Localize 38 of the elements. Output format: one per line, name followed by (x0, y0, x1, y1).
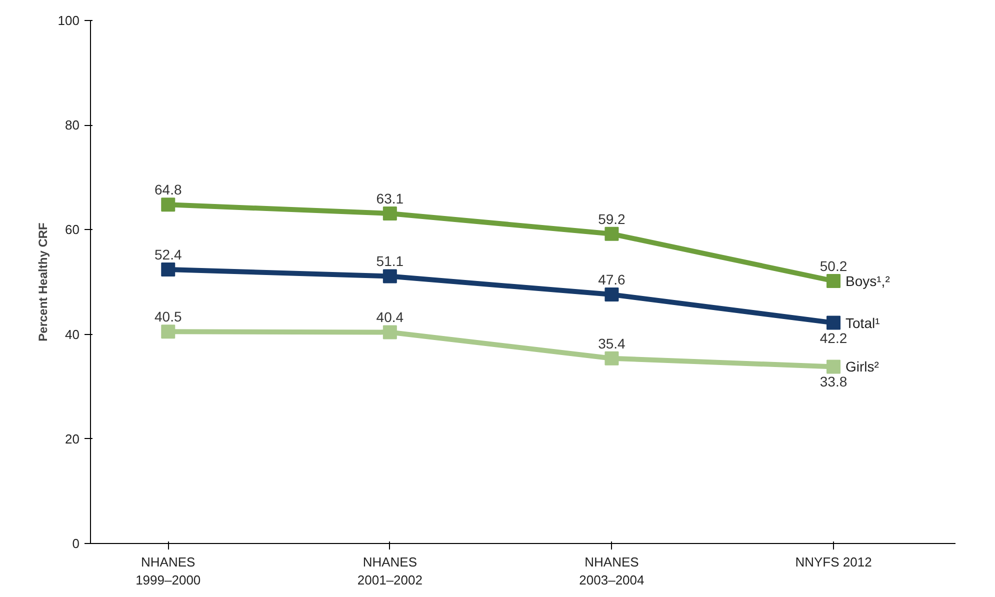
point (382, 325, 397, 340)
point (382, 269, 397, 284)
y-tick-label: 20 (65, 431, 80, 446)
data-label: 35.4 (598, 335, 626, 352)
data-label: 52.4 (154, 246, 182, 262)
series-label: Boys¹,² (846, 272, 890, 289)
point (604, 226, 619, 241)
data-label: 50.2 (820, 258, 848, 274)
point (161, 262, 176, 276)
data-label: 33.8 (820, 374, 848, 390)
y-tick-label: 40 (65, 326, 80, 342)
x-tick-label: NHANES 2003–2004 (579, 554, 644, 588)
series-label: Total¹ (846, 314, 880, 331)
point (161, 198, 176, 212)
data-label: 64.8 (154, 182, 182, 198)
point (826, 316, 841, 330)
x-tick-label: NHANES 2001–2002 (357, 554, 422, 588)
y-tick-label: 0 (72, 536, 80, 551)
point (604, 351, 619, 366)
point (382, 206, 397, 220)
data-label: 40.4 (376, 309, 404, 326)
y-tick-label: 80 (65, 118, 80, 133)
point (604, 288, 619, 302)
data-label: 47.6 (598, 272, 626, 288)
data-label: 40.5 (154, 308, 182, 325)
x-tick-label: NNYFS 2012 (795, 554, 872, 570)
data-label: 63.1 (376, 190, 404, 206)
y-tick-label: 60 (65, 222, 80, 238)
series-label: Girls² (846, 358, 880, 375)
point (826, 274, 841, 288)
data-label: 51.1 (376, 253, 404, 270)
y-tick-label: 100 (58, 13, 80, 28)
data-label: 59.2 (598, 210, 626, 227)
point (161, 324, 176, 339)
data-label: 42.2 (820, 330, 848, 346)
x-tick-label: NHANES 1999–2000 (136, 554, 201, 588)
y-axis-title: Percent Healthy CRF (36, 222, 50, 342)
point (826, 360, 841, 374)
